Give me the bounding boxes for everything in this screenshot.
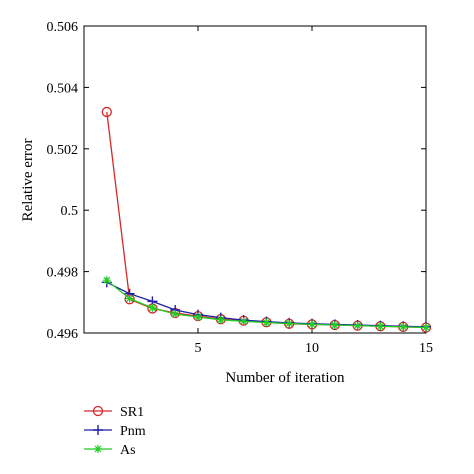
legend-item-sr1: SR1: [84, 405, 144, 420]
y-tick-label: 0.506: [47, 20, 79, 35]
y-tick-label: 0.5: [61, 204, 79, 219]
data-point-as: [262, 318, 271, 327]
data-point-as: [353, 321, 362, 330]
data-point-as: [239, 317, 248, 326]
legend-marker-as: [94, 445, 102, 453]
data-point-as: [399, 322, 408, 331]
x-tick-label: 10: [305, 341, 319, 356]
legend-item-as: As: [84, 443, 136, 458]
y-tick-label: 0.502: [47, 143, 79, 158]
data-point-as: [125, 294, 134, 303]
legend-marker-pnm: [93, 425, 103, 435]
data-point-as: [102, 276, 111, 285]
y-tick-label: 0.498: [47, 266, 79, 281]
legend-label-sr1: SR1: [120, 405, 144, 420]
y-axis-label: Relative error: [20, 139, 36, 222]
legend-item-pnm: Pnm: [84, 424, 146, 439]
y-tick-label: 0.504: [47, 81, 79, 96]
axis-ticks: 5 10 15 0.496 0.498 0.5 0.502 0.504 0.506: [47, 20, 434, 356]
data-point-as: [376, 322, 385, 331]
series-layer: [101, 106, 432, 333]
legend: SR1 Pnm As: [84, 405, 146, 458]
legend-label-as: As: [120, 443, 136, 458]
data-point-as: [216, 315, 225, 324]
legend-label-pnm: Pnm: [120, 424, 146, 439]
data-point-as: [148, 303, 157, 312]
data-point-as: [171, 309, 180, 318]
data-point-as: [422, 323, 430, 332]
x-tick-label: 15: [419, 341, 433, 356]
data-point-as: [330, 321, 339, 330]
plot-area: [83, 25, 427, 334]
y-tick-label: 0.496: [47, 327, 79, 342]
series-as: [102, 276, 430, 332]
data-point-as: [285, 319, 294, 328]
data-point-as: [194, 313, 202, 322]
legend-marker-sr1: [92, 405, 104, 417]
data-point-sr1: [101, 106, 112, 118]
x-axis-label: Number of iteration: [225, 370, 345, 386]
x-tick-label: 5: [195, 341, 202, 356]
data-point-as: [308, 320, 316, 329]
